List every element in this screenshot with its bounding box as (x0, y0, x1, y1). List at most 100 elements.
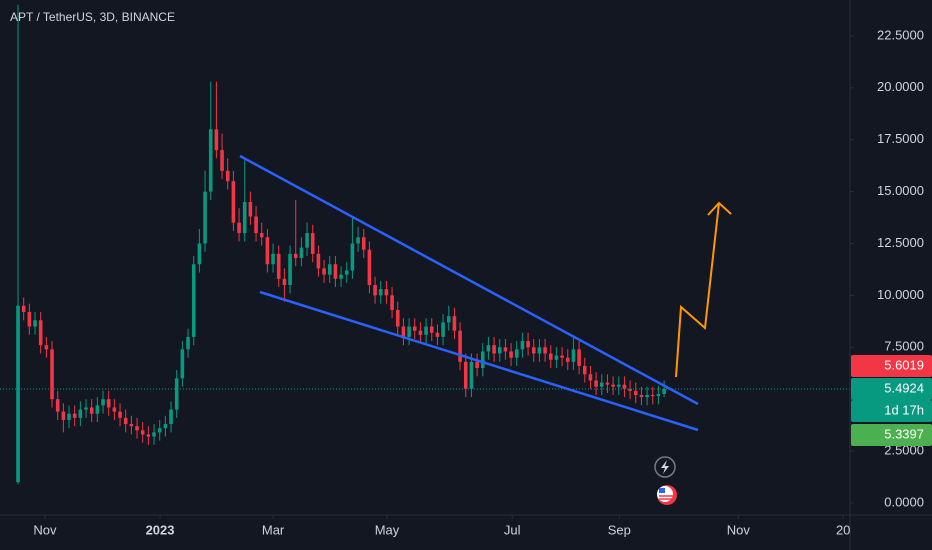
candle-body (293, 253, 298, 259)
candle-body (316, 253, 321, 269)
candle-body (123, 417, 128, 425)
candle-body (395, 309, 400, 327)
candle-body (611, 384, 615, 387)
candle-body (101, 399, 105, 406)
candle-body (163, 424, 168, 429)
candle-body (418, 330, 423, 335)
candle-body (486, 345, 491, 352)
candle-body (38, 320, 43, 346)
candle-body (452, 316, 457, 331)
candle-body (633, 390, 638, 396)
candle-body (429, 326, 434, 333)
candle-body (50, 349, 54, 400)
candle-body (622, 384, 627, 389)
candle-body (33, 320, 37, 327)
trendline-upper (239, 154, 699, 406)
price-tag-text: 5.6019 (884, 357, 924, 372)
candle-body (146, 434, 151, 437)
candle-body (225, 170, 230, 182)
candle-body (537, 347, 542, 354)
candle-body (350, 243, 355, 271)
candle-body (571, 349, 576, 362)
candle-body (531, 347, 536, 354)
candle-body (469, 361, 474, 389)
candle-body (259, 233, 264, 238)
candle-body (84, 407, 88, 410)
candle-body (174, 378, 179, 410)
candle-body (435, 332, 440, 337)
candle-body (628, 388, 632, 391)
candle-body (95, 405, 100, 414)
price-tag-text: 5.3397 (884, 426, 924, 441)
x-tick-label: Jul (504, 522, 521, 537)
candle-body (497, 347, 502, 354)
candle-body (327, 264, 332, 275)
candle-body (645, 395, 649, 398)
y-tick-label: 17.5000 (877, 131, 924, 146)
candle-body (475, 361, 479, 369)
flag-icon (657, 485, 677, 505)
candle-body (554, 355, 559, 360)
y-tick-label: 0.0000 (884, 494, 924, 509)
y-tick-label: 12.5000 (877, 235, 924, 250)
candle-body (21, 305, 26, 312)
candle-body (662, 389, 666, 394)
candle-body (339, 274, 343, 279)
candle-body (412, 326, 417, 331)
candle-body (118, 411, 122, 418)
candle-body (237, 222, 241, 234)
candle-body (61, 411, 66, 420)
candle-body (288, 253, 292, 286)
x-tick-label: 20 (836, 522, 850, 537)
candle-body (186, 336, 190, 350)
candle-body (305, 233, 309, 248)
candle-body (140, 430, 145, 435)
y-tick-label: 15.0000 (877, 183, 924, 198)
candle-body (203, 191, 207, 244)
candle-body (344, 270, 349, 275)
candle-body (548, 353, 553, 360)
candle-body (276, 253, 281, 279)
candle-body (72, 413, 77, 418)
candle-body (129, 424, 134, 427)
candle-body (197, 243, 202, 265)
candle-body (333, 264, 338, 279)
candle-body (169, 409, 173, 425)
projection-arrow (675, 202, 720, 378)
candle-body (271, 253, 275, 265)
candle-body (157, 428, 162, 433)
candle-body (656, 393, 661, 397)
candle-body (361, 237, 366, 250)
candle-body (599, 382, 604, 387)
candle-body (378, 289, 383, 296)
candle-body (152, 432, 156, 437)
candle-body (356, 237, 360, 244)
candle-body (248, 201, 253, 217)
candle-body (543, 347, 547, 354)
x-tick-label: Nov (727, 522, 751, 537)
candle-body (322, 268, 326, 275)
price-tag (851, 424, 932, 446)
candle-body (577, 349, 581, 366)
candle-body (514, 349, 519, 358)
candle-body (480, 351, 485, 369)
price-tag-text: 1d 17h (884, 402, 924, 417)
candle-body (135, 426, 139, 431)
candle-body (503, 347, 508, 352)
candle-body (582, 365, 587, 375)
candle-body (458, 330, 462, 362)
y-tick-label: 7.5000 (884, 339, 924, 354)
y-tick-label: 10.0000 (877, 287, 924, 302)
candle-body (310, 233, 315, 254)
y-tick-label: 20.0000 (877, 79, 924, 94)
candle-body (560, 355, 564, 358)
candle-body (242, 201, 247, 234)
candle-body (526, 341, 530, 348)
price-tag-text: 5.4924 (884, 380, 924, 395)
candle-body (220, 150, 224, 171)
x-tick-label: Mar (262, 522, 285, 537)
candle-body (106, 399, 111, 408)
